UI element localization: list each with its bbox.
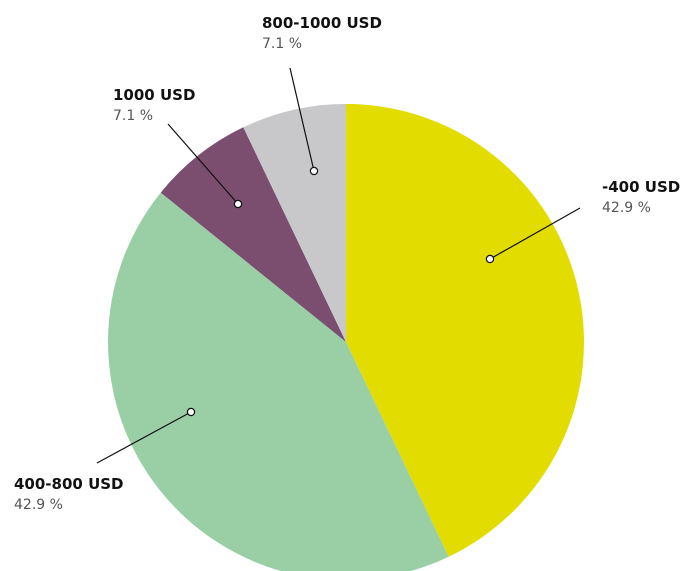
slice-percent-label: 7.1 % [262, 36, 302, 52]
slice-category-label: 1000 USD [113, 86, 195, 104]
pie-slice-800-1000-usd [243, 104, 346, 342]
callout-anchor-dot [233, 199, 243, 209]
slice-category-label: 800-1000 USD [262, 14, 382, 32]
slice-percent-label: 7.1 % [113, 108, 153, 124]
callout-leader-line [289, 67, 315, 172]
callout-leader-line [167, 123, 239, 205]
callout-leader-line [489, 207, 581, 260]
callout-anchor-dot [186, 407, 196, 417]
slice-percent-label: 42.9 % [602, 200, 651, 216]
callout-leader-line [96, 411, 192, 464]
pie-callouts: -400 USD 42.9 % 400-800 USD 42.9 % 1000 USD 7… [14, 14, 680, 513]
slice-category-label: 400-800 USD [14, 475, 124, 493]
pie-slice-1000-usd [160, 127, 346, 342]
callout-anchor-dot [485, 254, 495, 264]
pie-slice-400-800-usd [108, 192, 449, 571]
pie-slice-400-usd [346, 104, 585, 557]
pie-slices [108, 104, 585, 571]
slice-percent-label: 42.9 % [14, 497, 63, 513]
callout-anchor-dot [309, 166, 319, 176]
slice-category-label: -400 USD [602, 178, 680, 196]
